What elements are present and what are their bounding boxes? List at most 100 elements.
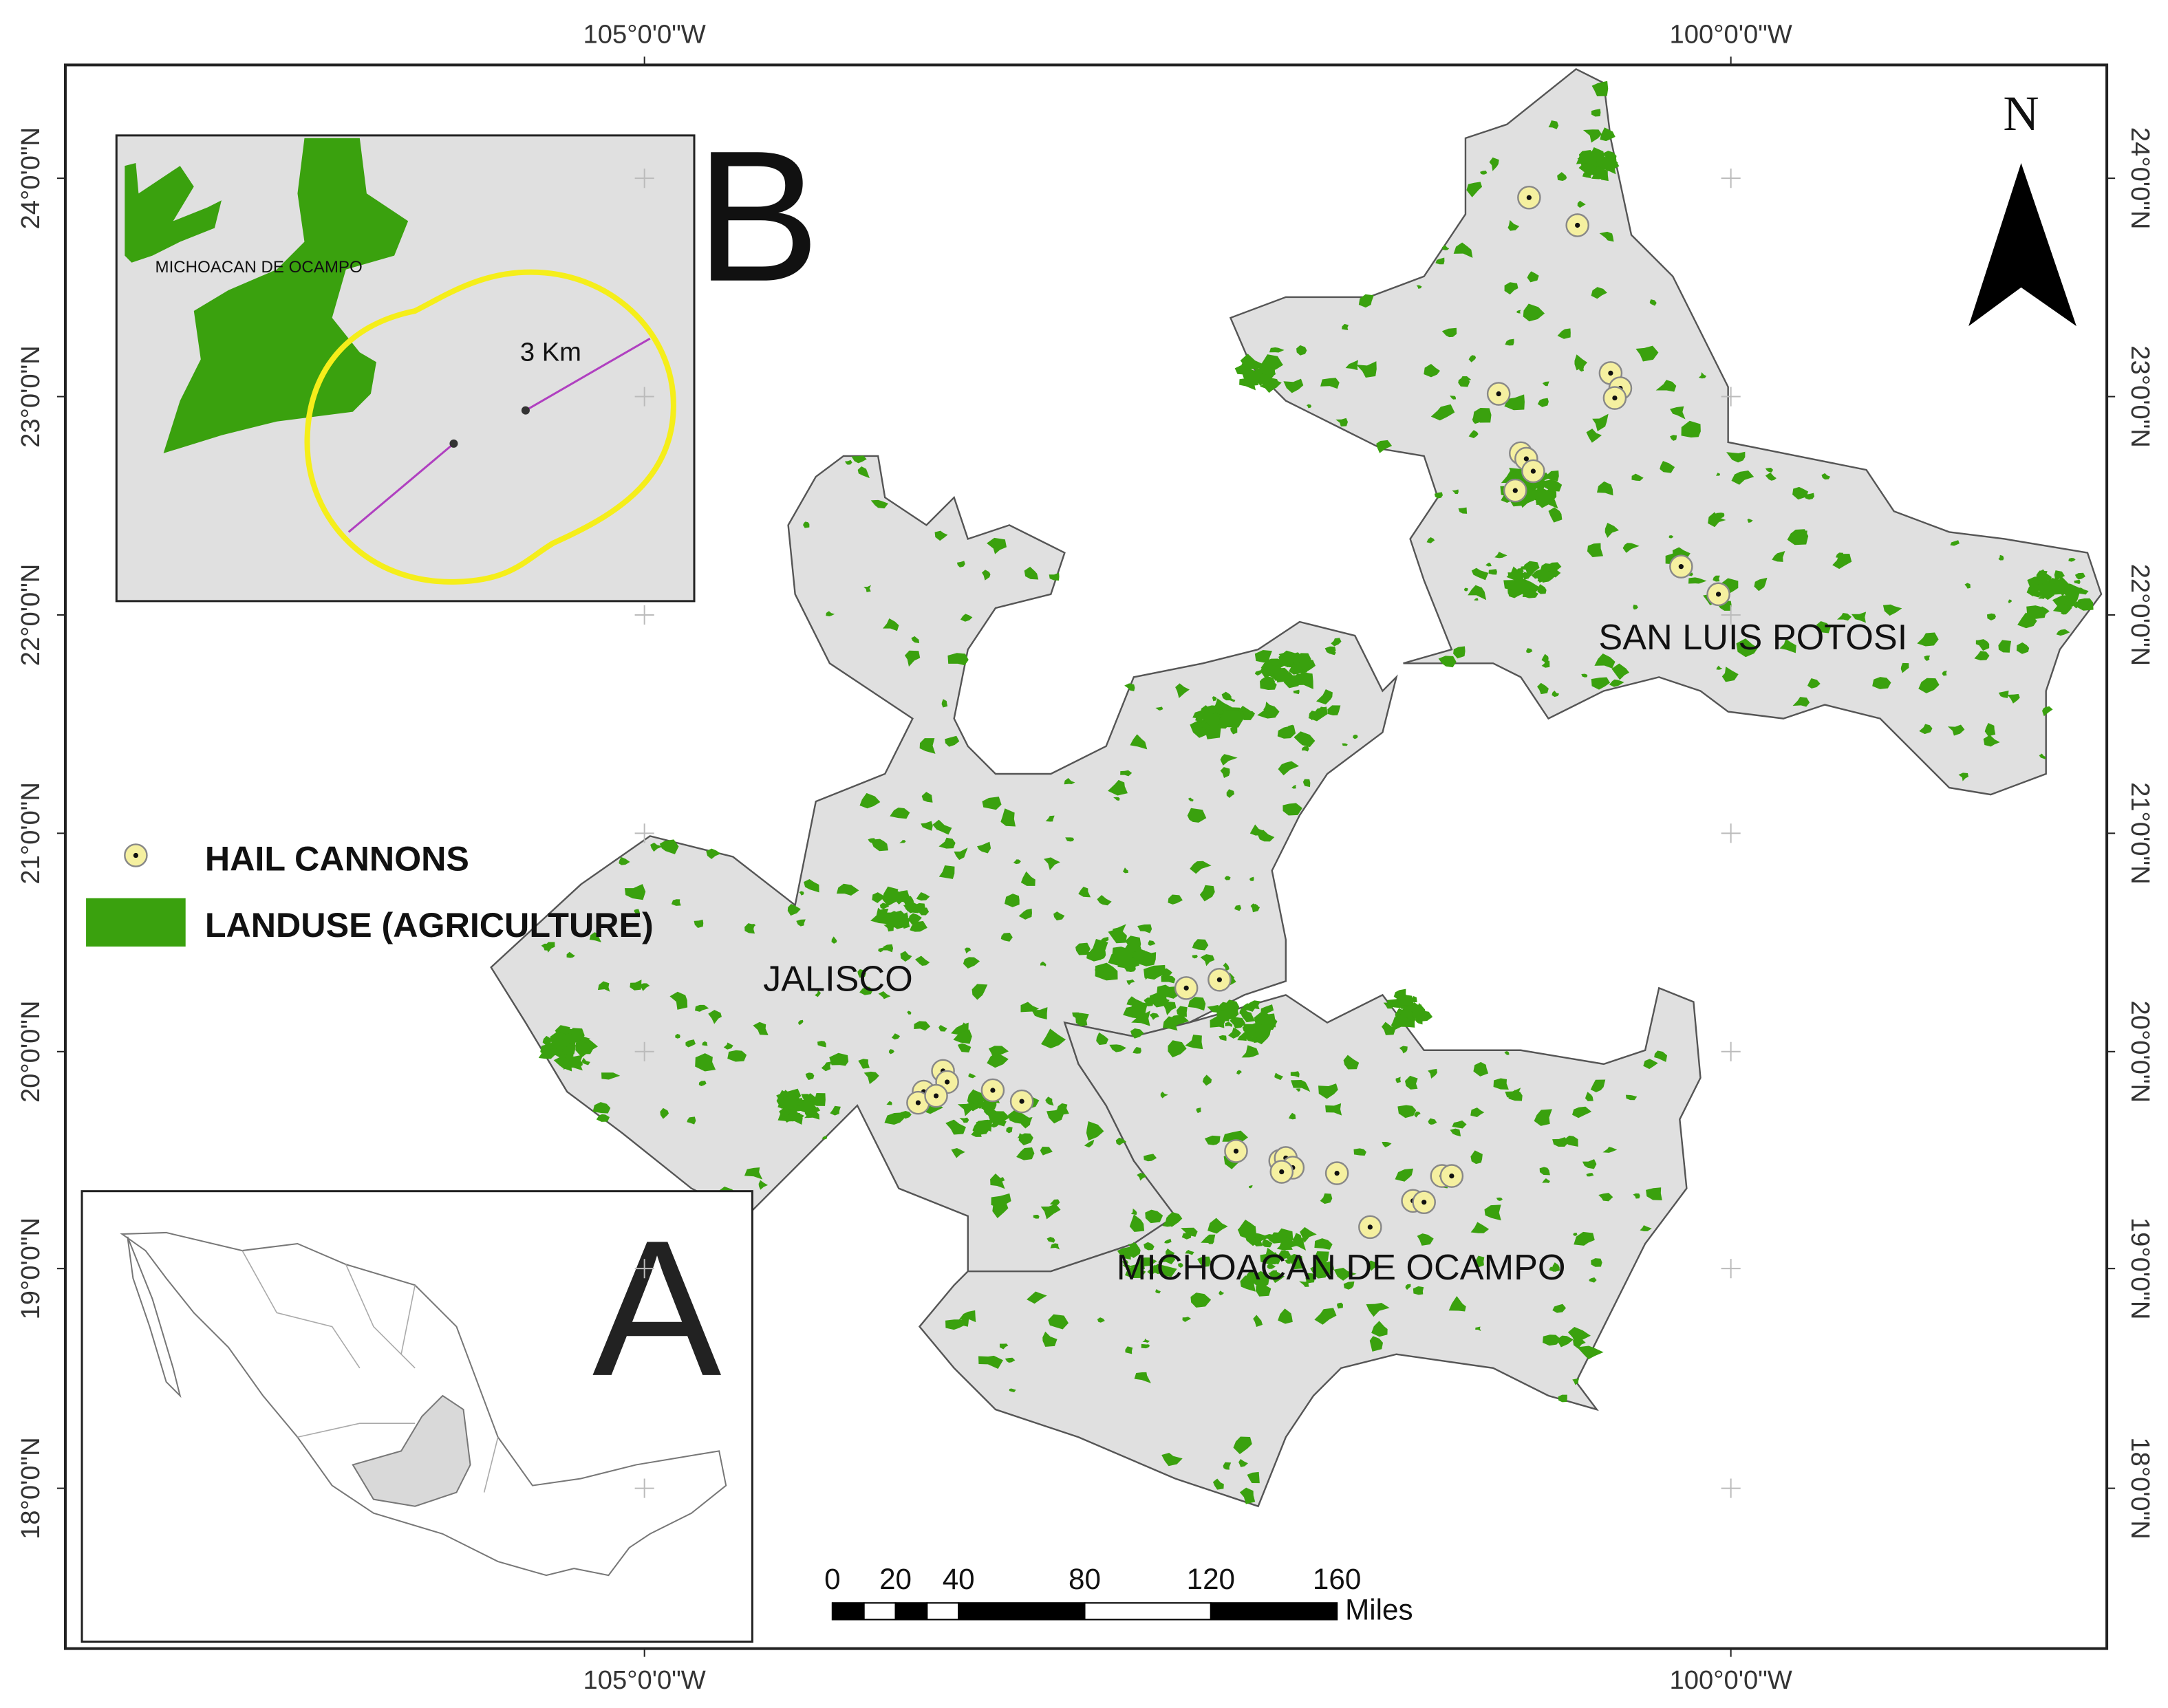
agriculture-patch [1521, 565, 1528, 570]
agriculture-patch [1042, 1331, 1058, 1347]
agriculture-patch [891, 1033, 901, 1040]
agriculture-patch [1257, 701, 1278, 719]
inset-letter: A [592, 1200, 722, 1416]
agriculture-patch [1040, 961, 1047, 966]
agriculture-patch [999, 1343, 1009, 1350]
agriculture-patch [1096, 1032, 1109, 1046]
agriculture-patch [1580, 162, 1588, 168]
agriculture-patch [1765, 468, 1774, 473]
scale-tick-label: 40 [943, 1563, 975, 1595]
agriculture-patch [947, 653, 969, 666]
agriculture-patch [1182, 1317, 1192, 1322]
agriculture-patch [1942, 670, 1947, 676]
agriculture-patch [1412, 996, 1417, 1003]
agriculture-patch [1591, 677, 1611, 690]
agriculture-patch [914, 1021, 931, 1031]
agriculture-patch [1591, 80, 1609, 97]
scale-bar-segment [958, 1602, 1086, 1621]
agriculture-patch [787, 904, 801, 916]
agriculture-patch [1248, 1185, 1253, 1189]
agriculture-patch [1137, 1172, 1147, 1181]
lon-label: 105°0'0"W [583, 19, 706, 49]
agriculture-patch [2068, 557, 2076, 562]
agriculture-patch [1250, 903, 1260, 913]
agriculture-patch [1489, 157, 1499, 171]
agriculture-patch [1327, 705, 1341, 716]
agriculture-patch [1181, 1227, 1198, 1237]
agriculture-patch [1075, 1013, 1089, 1027]
agriculture-patch [900, 951, 912, 962]
hail-cannon-dot [1608, 370, 1613, 376]
agriculture-patch [1950, 540, 1960, 546]
agriculture-patch [1986, 613, 1996, 620]
agriculture-patch [1577, 200, 1586, 208]
agriculture-patch [857, 466, 870, 479]
graticule-cross [634, 387, 654, 407]
inset-b: MICHOACAN DE OCAMPO 3 Km [115, 134, 696, 603]
lat-label: 18°0'0"N [16, 1437, 45, 1539]
graticule-cross [634, 1478, 654, 1498]
agriculture-patch [900, 1110, 912, 1119]
agriculture-patch [1438, 656, 1457, 668]
agriculture-patch [1124, 683, 1135, 691]
agriculture-patch [1772, 550, 1785, 562]
agriculture-patch [1084, 1139, 1095, 1148]
agriculture-patch [1047, 1106, 1066, 1124]
agriculture-patch [1383, 1001, 1393, 1009]
agriculture-patch [1202, 1074, 1212, 1086]
agriculture-patch [1343, 1055, 1360, 1070]
agriculture-patch [1249, 876, 1254, 881]
agriculture-patch [872, 892, 886, 903]
agriculture-patch [1586, 1173, 1594, 1177]
agriculture-patch [1144, 997, 1154, 1007]
agriculture-patch [1805, 493, 1815, 500]
agriculture-patch [1765, 472, 1777, 481]
agriculture-patch [659, 839, 679, 854]
agriculture-patch [1468, 585, 1487, 601]
agriculture-patch [1040, 1204, 1061, 1220]
lat-label: 19°0'0"N [16, 1218, 45, 1320]
agriculture-patch [1505, 338, 1514, 346]
agriculture-patch [1256, 1280, 1271, 1297]
agriculture-patch [1155, 706, 1163, 711]
agriculture-patch [650, 843, 663, 852]
agriculture-patch [1318, 1083, 1338, 1099]
agriculture-patch [1237, 1220, 1256, 1235]
agriculture-patch [1273, 672, 1282, 680]
agriculture-patch [1078, 887, 1091, 898]
agriculture-patch [758, 1180, 769, 1190]
agriculture-patch [1442, 245, 1450, 250]
agriculture-patch [921, 792, 933, 803]
agriculture-patch [1576, 155, 1598, 168]
agriculture-patch [1254, 367, 1276, 385]
graticule-cross [1721, 169, 1741, 188]
agriculture-patch [577, 1060, 583, 1068]
agriculture-patch [1524, 581, 1534, 590]
agriculture-patch [1199, 885, 1215, 902]
agriculture-patch [1233, 1436, 1252, 1454]
agriculture-patch [1254, 670, 1263, 676]
agriculture-patch [1234, 905, 1242, 911]
agriculture-patch [1239, 1028, 1256, 1040]
agriculture-patch [1176, 1006, 1188, 1017]
lat-label: 24°0'0"N [16, 127, 45, 230]
agriculture-patch [1485, 563, 1492, 567]
agriculture-patch [1821, 473, 1831, 480]
agriculture-patch [1008, 1110, 1030, 1124]
agriculture-patch [1452, 489, 1459, 495]
jalisco-area [490, 455, 1398, 1273]
agriculture-patch [1256, 1019, 1265, 1026]
agriculture-patch [1243, 1003, 1256, 1012]
agriculture-patch [1212, 1478, 1224, 1490]
agriculture-patch [1552, 1304, 1567, 1313]
agriculture-patch [1219, 1035, 1227, 1041]
agriculture-patch [1493, 1078, 1509, 1090]
agriculture-patch [1754, 577, 1768, 592]
agriculture-patch [1196, 1107, 1201, 1114]
agriculture-patch [1369, 1336, 1384, 1352]
agriculture-patch [1238, 1458, 1248, 1467]
agriculture-patch [2026, 582, 2040, 596]
agriculture-patch [1917, 632, 1939, 647]
agriculture-patch [804, 879, 819, 893]
